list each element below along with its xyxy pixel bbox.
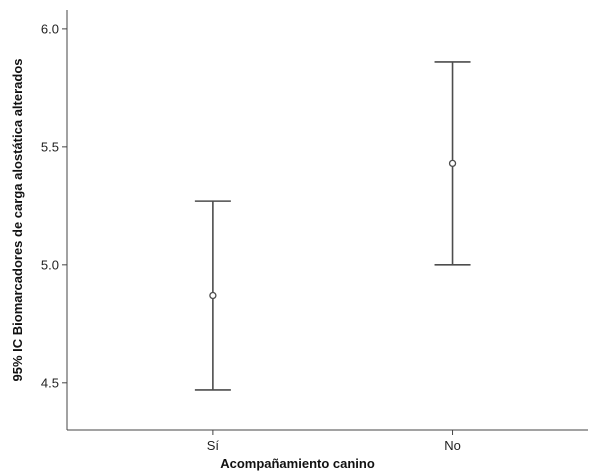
plot-frame: [66, 10, 588, 431]
mean-point: [209, 291, 217, 300]
y-tick-label: 4.5: [41, 375, 59, 390]
x-tick-label: No: [444, 438, 461, 453]
mean-point: [448, 159, 457, 168]
x-tick-label: Sí: [207, 438, 220, 453]
y-tick-label: 5.0: [41, 257, 59, 272]
x-axis-title: Acompañamiento canino: [220, 456, 375, 471]
y-tick-label: 5.5: [41, 139, 59, 154]
x-axis-ticks: Sí No: [207, 430, 461, 453]
y-tick-label: 6.0: [41, 21, 59, 36]
y-axis-ticks: 4.5 5.0 5.5 6.0: [41, 21, 67, 390]
error-bars: [194, 61, 471, 391]
y-axis-title: 95% IC Biomarcadores de carga alostática…: [10, 59, 25, 382]
